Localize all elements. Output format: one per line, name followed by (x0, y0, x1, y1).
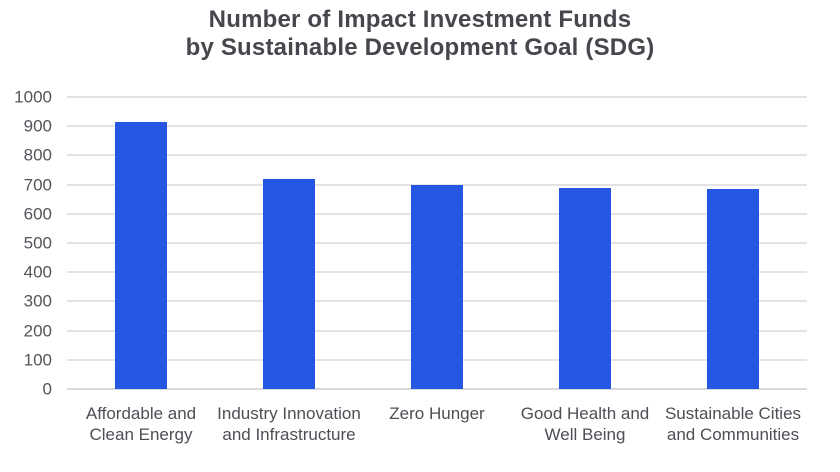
y-axis-labels: 0 100 200 300 400 500 600 700 800 900 1000 (0, 89, 52, 398)
x-category-label-4: Good Health and Well Being (520, 404, 650, 444)
bar-1 (115, 121, 167, 389)
x-category-label-3: Zero Hunger (389, 404, 485, 423)
gridline-0 (67, 388, 807, 390)
gridline-800 (67, 154, 807, 157)
chart-title-line-1: Number of Impact Investment Funds (208, 6, 632, 33)
y-tick-label-100: 100 (23, 350, 52, 370)
bar-4 (559, 188, 611, 389)
y-tick-label-400: 400 (23, 262, 52, 282)
chart-title: Number of Impact Investment Funds by Sus… (0, 6, 840, 62)
gridline-1000 (67, 96, 807, 98)
bar-3 (411, 184, 463, 389)
x-axis-labels: Affordable and Clean Energy Industry Inno… (67, 403, 807, 469)
y-tick-label-800: 800 (23, 145, 52, 165)
x-category-label-2: Industry Innovation and Infrastructure (217, 404, 361, 444)
y-tick-label-0: 0 (42, 379, 52, 399)
y-tick-label-200: 200 (23, 321, 52, 341)
gridline-900 (67, 125, 807, 128)
x-category-label-1: Affordable and Clean Energy (85, 404, 197, 444)
y-tick-label-1000: 1000 (14, 87, 52, 107)
bar-5 (707, 188, 759, 389)
bar-2 (263, 178, 315, 389)
y-tick-label-500: 500 (23, 233, 52, 253)
y-tick-label-600: 600 (23, 204, 52, 224)
chart-title-line-2: by Sustainable Development Goal (SDG) (185, 34, 655, 61)
plot-area (67, 96, 807, 390)
x-category-label-5: Sustainable Cities and Communities (664, 404, 802, 444)
y-tick-label-300: 300 (23, 291, 52, 311)
y-tick-label-900: 900 (23, 116, 52, 136)
y-tick-label-700: 700 (23, 175, 52, 195)
